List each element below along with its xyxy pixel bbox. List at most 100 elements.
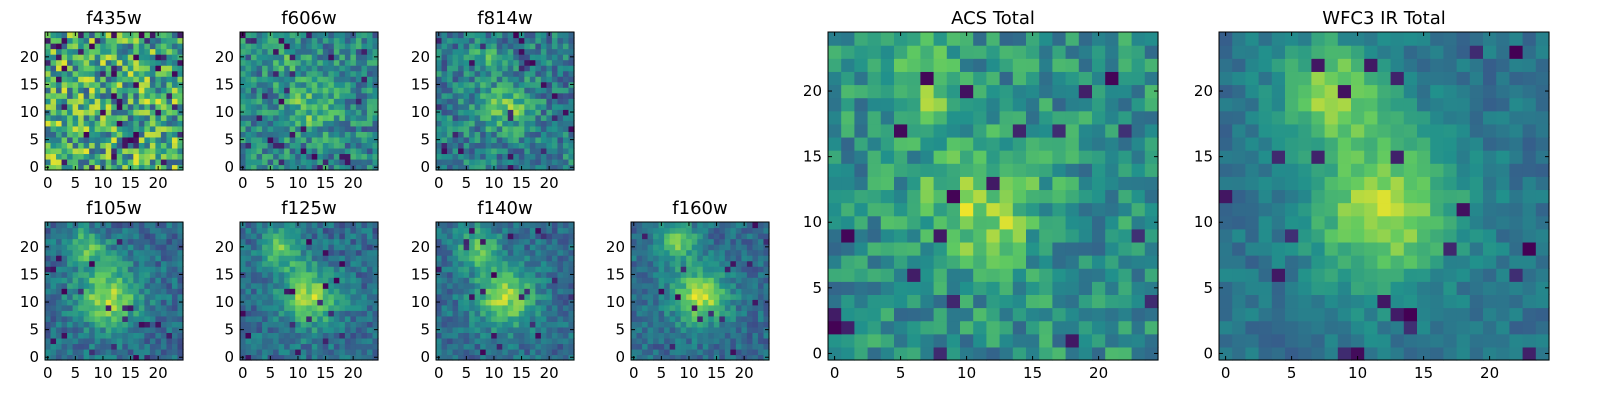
heatmap-cell — [447, 348, 454, 356]
heatmap-cell — [999, 255, 1014, 269]
heatmap-cell — [166, 354, 173, 361]
heatmap-cell — [502, 87, 509, 94]
heatmap-cell — [653, 282, 660, 289]
heatmap-cell — [496, 65, 503, 72]
heatmap-cell — [133, 354, 140, 361]
heatmap-cell — [496, 321, 503, 328]
heatmap-cell — [730, 304, 737, 311]
heatmap-cell — [278, 76, 285, 83]
heatmap-cell — [45, 293, 52, 300]
x-tick-label: 20 — [735, 364, 754, 382]
x-tick-label: 5 — [266, 364, 276, 382]
heatmap-cell — [524, 37, 531, 44]
heatmap-cell — [708, 310, 715, 317]
heatmap-cell — [631, 227, 638, 234]
heatmap-cell — [1039, 294, 1053, 309]
heatmap-cell — [350, 114, 357, 121]
heatmap-cell — [155, 244, 162, 251]
heatmap-cell — [568, 288, 575, 295]
heatmap-cell — [56, 125, 63, 132]
heatmap-cell — [474, 315, 481, 322]
heatmap-cell — [267, 271, 274, 278]
heatmap-cell — [518, 304, 525, 311]
heatmap-cell — [45, 238, 52, 245]
heatmap-cell — [540, 343, 547, 350]
heatmap-cell — [372, 37, 379, 44]
heatmap-cell — [491, 48, 498, 55]
heatmap-cell — [960, 215, 974, 230]
heatmap-cell — [458, 81, 465, 88]
heatmap-cell — [83, 81, 90, 88]
heatmap-cell — [880, 176, 895, 191]
heatmap-cell — [647, 238, 654, 245]
heatmap-cell — [518, 260, 525, 267]
heatmap-cell — [763, 310, 770, 317]
heatmap-cell — [267, 59, 274, 66]
heatmap-cell — [160, 315, 168, 322]
heatmap-cell — [245, 136, 252, 143]
heatmap-cell — [642, 354, 649, 361]
heatmap-cell — [127, 321, 134, 328]
heatmap-cell — [127, 125, 134, 132]
x-tick-label: 15 — [316, 364, 335, 382]
heatmap-cell — [551, 343, 559, 350]
heatmap-cell — [355, 266, 363, 273]
heatmap-cell — [946, 281, 961, 295]
heatmap-cell — [551, 92, 559, 99]
heatmap-cell — [361, 249, 368, 256]
heatmap-cell — [452, 76, 459, 83]
heatmap-cell — [72, 153, 79, 160]
heatmap-cell — [56, 310, 63, 317]
heatmap-cell — [551, 310, 559, 317]
heatmap-cell — [177, 43, 184, 50]
heatmap-cell — [546, 59, 553, 66]
heatmap-cell — [463, 153, 470, 160]
heatmap-cell — [273, 92, 280, 99]
heatmap-cell — [647, 348, 654, 356]
heatmap-cell — [83, 244, 90, 251]
heatmap-cell — [111, 321, 118, 328]
heatmap-cell — [105, 282, 112, 289]
heatmap-cell — [94, 87, 101, 94]
heatmap-cell — [513, 321, 520, 328]
heatmap-cell — [642, 233, 649, 240]
heatmap-cell — [1105, 346, 1119, 361]
heatmap-cell — [273, 260, 280, 267]
heatmap-cell — [540, 32, 547, 39]
x-tick-label: 10 — [93, 364, 112, 382]
heatmap-cell — [355, 164, 363, 171]
heatmap-cell — [177, 153, 184, 160]
heatmap-cell — [658, 277, 665, 284]
heatmap-cell — [361, 147, 368, 155]
heatmap-cell — [306, 304, 313, 311]
heatmap-cell — [144, 103, 151, 110]
heatmap-cell — [317, 255, 324, 262]
y-tick-label: 15 — [20, 265, 39, 283]
heatmap-cell — [328, 315, 335, 322]
heatmap-cell — [828, 215, 842, 230]
heatmap-cell — [691, 249, 698, 256]
heatmap-cell — [267, 326, 274, 333]
heatmap-cell — [1039, 255, 1053, 269]
heatmap-cell — [946, 294, 961, 309]
heatmap-cell — [160, 37, 168, 44]
heatmap-cell — [562, 54, 570, 61]
heatmap-cell — [524, 125, 531, 132]
heatmap-cell — [171, 59, 179, 66]
heatmap-cell — [138, 222, 145, 229]
heatmap-cell — [155, 238, 162, 245]
heatmap-cell — [317, 136, 324, 143]
heatmap-cell — [245, 70, 252, 77]
heatmap-cell — [89, 238, 96, 245]
heatmap-cell — [328, 70, 335, 77]
heatmap-cell — [111, 249, 118, 256]
heatmap-cell — [735, 282, 742, 289]
heatmap-cell — [289, 43, 296, 50]
heatmap-cell — [485, 48, 492, 55]
heatmap-cell — [691, 293, 698, 300]
heatmap-cell — [642, 271, 649, 278]
heatmap-cell — [144, 244, 151, 251]
heatmap-cell — [546, 125, 553, 132]
heatmap-cell — [546, 81, 553, 88]
heatmap-cell — [284, 32, 291, 39]
